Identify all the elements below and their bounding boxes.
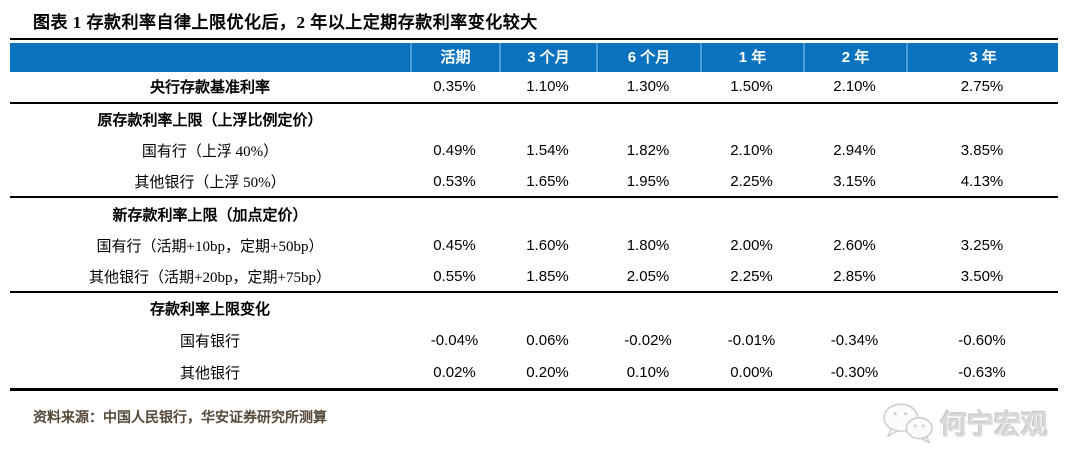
column-header-demand: 活期 <box>410 43 499 72</box>
table-row: 其他银行（活期+20bp，定期+75bp） 0.55% 1.85% 2.05% … <box>10 262 1058 294</box>
rate-cell: 0.10% <box>626 363 670 381</box>
rate-cell: -0.01% <box>727 332 776 350</box>
rate-cell: 0.49% <box>433 142 476 160</box>
rate-cell: -0.30% <box>830 363 879 381</box>
rate-cell: 0.20% <box>526 363 569 381</box>
rate-cell: 1.95% <box>626 173 670 191</box>
row-label: 国有银行 <box>179 334 240 351</box>
rate-cell: 0.45% <box>433 237 476 255</box>
row-label: 其他银行（活期+20bp，定期+75bp） <box>89 269 331 286</box>
column-header-3y: 3 年 <box>906 43 1058 72</box>
rate-cell: 2.85% <box>833 267 876 285</box>
section-label: 原存款利率上限（上浮比例定价） <box>97 112 323 129</box>
watermark-label: 何宁宏观 <box>940 410 1048 441</box>
table-section-row: 存款利率上限变化 <box>10 293 1058 325</box>
title-block: 图表 1 存款利率自律上限优化后，2 年以上定期存款利率变化较大 <box>10 8 1058 40</box>
section-label: 存款利率上限变化 <box>149 302 270 319</box>
rate-cell: 1.60% <box>526 237 569 255</box>
table-row: 国有行（上浮 40%） 0.49% 1.54% 1.82% 2.10% 2.94… <box>10 135 1058 167</box>
rate-cell: 3.50% <box>960 267 1004 285</box>
row-label: 央行存款基准利率 <box>149 80 270 97</box>
rate-cell: 0.02% <box>433 363 476 381</box>
table-section-row: 原存款利率上限（上浮比例定价） <box>10 104 1058 136</box>
column-header-1y: 1 年 <box>700 43 803 72</box>
row-label: 国有行（上浮 40%） <box>141 144 279 161</box>
column-header-3m: 3 个月 <box>499 43 596 72</box>
column-header-6m: 6 个月 <box>596 43 700 72</box>
rates-table: 活期 3 个月 6 个月 1 年 2 年 3 年 央行存款基准利率 0.35% … <box>10 43 1058 391</box>
figure-footer: 资料来源：中国人民银行，华安证券研究所测算 何宁宏观 <box>10 403 1058 445</box>
figure-title: 图表 1 存款利率自律上限优化后，2 年以上定期存款利率变化较大 <box>33 13 538 32</box>
rate-cell: 2.05% <box>626 267 670 285</box>
rate-cell: 0.53% <box>433 173 476 191</box>
rate-cell: -0.63% <box>958 363 1006 381</box>
table-row: 其他银行 0.02% 0.20% 0.10% 0.00% -0.30% -0.6… <box>10 356 1058 388</box>
rate-cell: 4.13% <box>960 173 1004 191</box>
column-header-label <box>10 43 410 72</box>
row-label: 其他银行（上浮 50%） <box>134 175 286 192</box>
rate-cell: 1.82% <box>626 142 670 160</box>
rate-cell: 2.25% <box>730 267 773 285</box>
rate-cell: 1.54% <box>526 142 569 160</box>
rate-cell: 3.15% <box>833 173 876 191</box>
table-row: 央行存款基准利率 0.35% 1.10% 1.30% 1.50% 2.10% 2… <box>10 72 1058 104</box>
rate-cell: 1.50% <box>730 78 773 96</box>
source-note: 资料来源：中国人民银行，华安证券研究所测算 <box>33 410 327 426</box>
table-section-row: 新存款利率上限（加点定价） <box>10 198 1058 230</box>
rate-cell: 1.85% <box>526 267 569 285</box>
column-header-2y: 2 年 <box>803 43 906 72</box>
table-row: 国有行（活期+10bp，定期+50bp） 0.45% 1.60% 1.80% 2… <box>10 230 1058 262</box>
table-header-row: 活期 3 个月 6 个月 1 年 2 年 3 年 <box>10 43 1058 72</box>
rate-cell: -0.04% <box>430 332 479 350</box>
table-row: 国有银行 -0.04% 0.06% -0.02% -0.01% -0.34% -… <box>10 325 1058 357</box>
rate-cell: 0.00% <box>730 363 773 381</box>
report-figure: 图表 1 存款利率自律上限优化后，2 年以上定期存款利率变化较大 活期 3 个月… <box>0 8 1068 461</box>
row-label: 国有行（活期+10bp，定期+50bp） <box>96 239 324 256</box>
table-body: 央行存款基准利率 0.35% 1.10% 1.30% 1.50% 2.10% 2… <box>10 72 1058 391</box>
rate-cell: 0.06% <box>526 332 569 350</box>
rate-cell: 3.25% <box>960 237 1004 255</box>
rate-cell: 0.55% <box>433 267 476 285</box>
rate-cell: 2.10% <box>833 78 876 96</box>
rate-cell: 3.85% <box>960 142 1004 160</box>
rate-cell: 1.65% <box>526 173 569 191</box>
table-row: 其他银行（上浮 50%） 0.53% 1.65% 1.95% 2.25% 3.1… <box>10 167 1058 199</box>
rate-cell: 2.75% <box>960 78 1004 96</box>
rate-cell: 2.10% <box>730 142 773 160</box>
wechat-icon <box>883 403 933 444</box>
section-label: 新存款利率上限（加点定价） <box>112 207 308 224</box>
rate-cell: 2.25% <box>730 173 773 191</box>
row-label: 其他银行 <box>179 365 240 382</box>
rate-cell: 2.60% <box>833 237 876 255</box>
rate-cell: -0.60% <box>958 332 1006 350</box>
rate-cell: 2.00% <box>730 237 773 255</box>
rate-cell: -0.02% <box>624 332 672 350</box>
rate-cell: 2.94% <box>833 142 876 160</box>
rate-cell: 1.30% <box>626 78 670 96</box>
rate-cell: 0.35% <box>433 78 476 96</box>
rate-cell: -0.34% <box>830 332 879 350</box>
wechat-watermark: 何宁宏观 <box>880 401 1058 445</box>
rate-cell: 1.80% <box>626 237 670 255</box>
rate-cell: 1.10% <box>526 78 569 96</box>
